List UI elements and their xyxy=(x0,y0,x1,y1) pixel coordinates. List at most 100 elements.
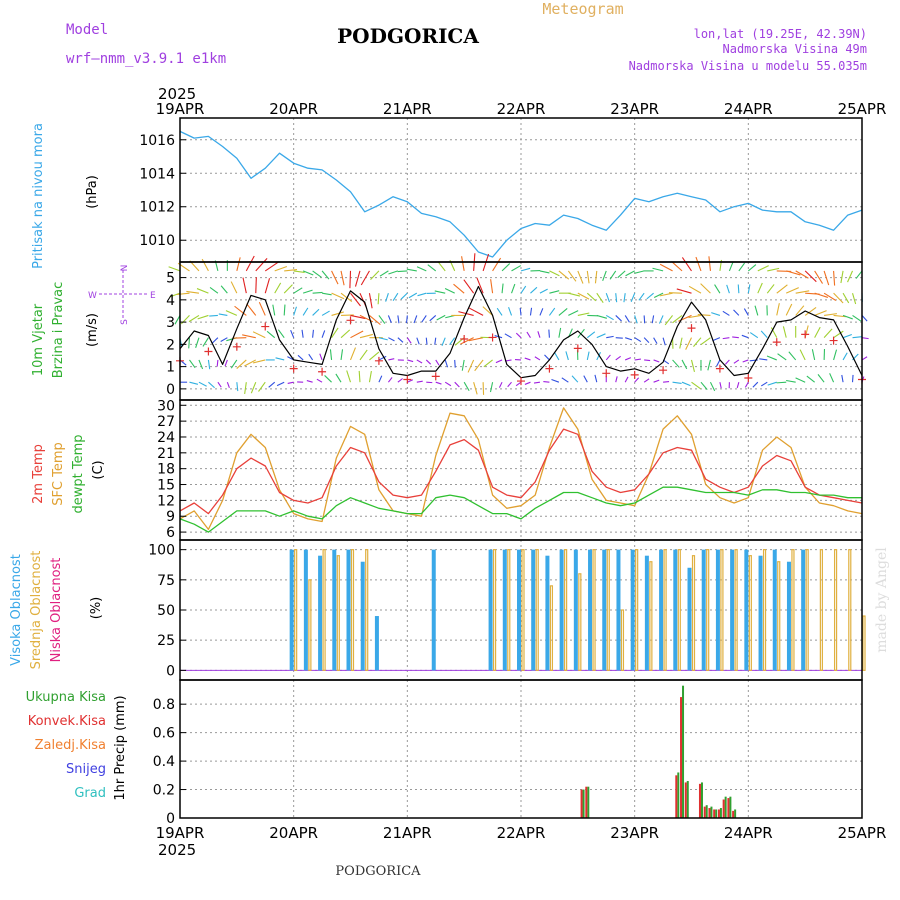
wind-arrow xyxy=(416,337,420,345)
high-cloud-label: Visoka Oblacnost xyxy=(9,554,24,666)
wind-arrow xyxy=(388,270,399,275)
wind-arrow xyxy=(625,270,635,277)
cloud-bar xyxy=(620,609,625,671)
wind-arrow xyxy=(743,308,749,316)
wind-arrow xyxy=(643,337,650,344)
y-tick-label: 1012 xyxy=(139,200,175,216)
wind-arrow xyxy=(596,314,608,319)
wind-arrow xyxy=(312,329,314,338)
cloud-bar xyxy=(663,549,667,671)
wind-arrow xyxy=(732,336,739,339)
wind-gust-marker xyxy=(602,369,611,378)
cloud-bar xyxy=(360,561,365,671)
wind-arrow xyxy=(377,293,380,305)
wind-arrow xyxy=(244,359,257,367)
wind-arrow xyxy=(302,289,313,294)
cloud-bar xyxy=(322,549,326,671)
precip-bar xyxy=(727,798,730,818)
wind-arrow xyxy=(174,315,181,325)
wind-arrow xyxy=(757,282,763,294)
wind-arrow xyxy=(454,381,460,388)
wind-arrow xyxy=(244,382,247,395)
y-tick-label: 6 xyxy=(166,525,175,541)
y-tick-label: 30 xyxy=(157,398,175,414)
wind-arrow xyxy=(615,376,618,383)
wind-arrow xyxy=(168,266,181,272)
wind-arrow xyxy=(324,375,332,383)
cloud-bar xyxy=(535,549,539,671)
wind-arrow xyxy=(392,292,399,302)
bottom-day-label: 24APR xyxy=(724,824,773,842)
wind-arrow xyxy=(709,381,716,392)
wind-arrow xyxy=(274,282,282,294)
wind-arrow xyxy=(776,284,788,294)
cloud-bar xyxy=(720,549,724,671)
wind-arrow xyxy=(634,337,642,343)
top-day-label: 20APR xyxy=(269,100,318,118)
wind-arrow xyxy=(293,270,305,273)
cloud-bar xyxy=(502,549,507,671)
wind-arrow xyxy=(258,381,266,392)
wind-arrow xyxy=(659,263,673,272)
wind-arrow xyxy=(350,330,364,339)
cloud-bar xyxy=(772,549,777,671)
wind-arrow xyxy=(421,315,427,323)
cloud-bar xyxy=(308,579,312,671)
model-elevation-label: Nadmorska Visina u modelu 55.035m xyxy=(629,59,867,73)
wind-arrow xyxy=(609,270,617,280)
wind-arrow xyxy=(804,307,817,316)
precip-bar xyxy=(724,796,727,818)
cloud-unit: (%) xyxy=(89,597,104,620)
wind-gust-marker xyxy=(431,372,440,381)
wind-arrow xyxy=(551,378,560,383)
wind-arrow xyxy=(312,291,323,294)
wind-arrow xyxy=(321,292,332,296)
wind-arrow xyxy=(795,270,809,279)
precip-bar xyxy=(732,810,735,818)
wind-arrow xyxy=(417,292,427,297)
wind-arrow xyxy=(408,292,418,299)
wind-arrow xyxy=(824,313,837,316)
cloud-bar xyxy=(592,549,596,671)
wind-arrow xyxy=(250,381,257,394)
wind-arrow xyxy=(360,270,370,286)
cloud-bar xyxy=(564,549,568,671)
precip-bar xyxy=(703,806,706,818)
wind-arrow xyxy=(272,304,276,316)
y-tick-label: 27 xyxy=(157,414,175,430)
cloud-bar xyxy=(531,549,536,671)
wind-gust-marker xyxy=(715,364,724,373)
precip-bar xyxy=(717,809,720,818)
wind-arrow xyxy=(646,292,654,300)
top-day-label: 19APR xyxy=(156,100,205,118)
wind-arrow xyxy=(463,279,475,294)
cloud-bar xyxy=(635,549,639,671)
wind-arrow xyxy=(468,307,484,316)
cloud-bar xyxy=(786,561,791,671)
wind-arrow xyxy=(760,381,768,387)
wind-arrow xyxy=(293,306,298,316)
wind-arrow xyxy=(306,380,313,383)
cloud-bar xyxy=(819,549,823,671)
wind-arrow xyxy=(255,257,268,272)
y-tick-label: 0.8 xyxy=(153,697,175,713)
precip-bar xyxy=(719,808,722,818)
precip-bar xyxy=(686,781,689,818)
wind-arrow xyxy=(539,270,550,274)
wind-arrow xyxy=(246,303,257,316)
wind-arrow xyxy=(331,311,344,316)
wind-arrow xyxy=(209,287,219,294)
wind-arrow xyxy=(786,270,801,276)
wind-arrow xyxy=(806,375,815,383)
wind-arrow xyxy=(539,308,544,316)
bottom-day-label: 25APR xyxy=(838,824,887,842)
precip-bar xyxy=(698,783,701,818)
wind-arrow xyxy=(625,337,633,341)
wind-arrow xyxy=(586,331,596,339)
wind-arrow xyxy=(242,334,256,339)
wind-arrow xyxy=(524,381,531,385)
wind-arrow xyxy=(658,315,664,324)
wind-arrow xyxy=(744,381,749,388)
wind-arrow xyxy=(728,261,734,272)
wind-arrow xyxy=(217,381,222,388)
